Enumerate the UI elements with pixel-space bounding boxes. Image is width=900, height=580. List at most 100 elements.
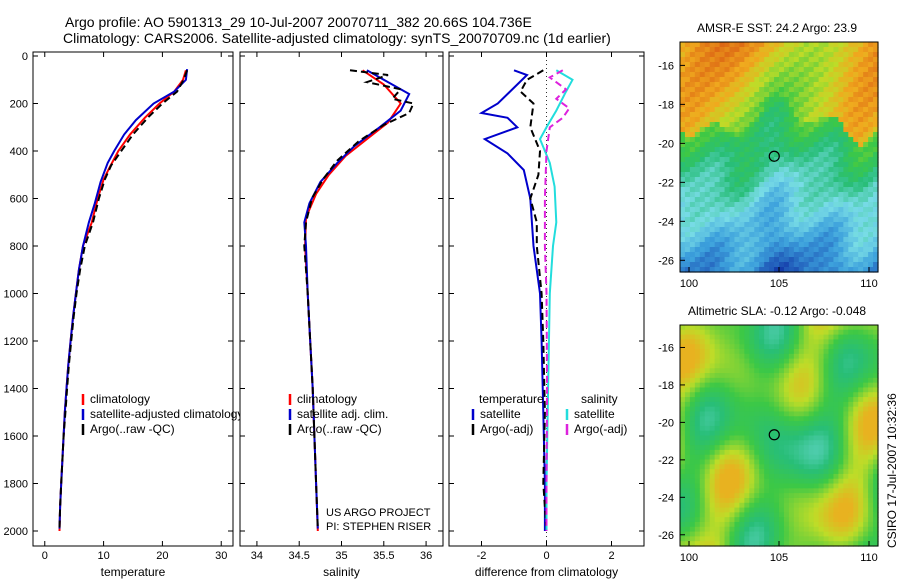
sst_map-cell bbox=[783, 202, 790, 208]
sst_map-cell bbox=[689, 212, 696, 218]
sst_map-cell bbox=[739, 152, 745, 158]
sst_map-cell bbox=[739, 202, 745, 208]
sst_map-cell bbox=[680, 132, 686, 138]
sst_map-cell bbox=[684, 172, 691, 178]
sst_map-cell bbox=[863, 147, 869, 153]
sst_map-cell bbox=[729, 257, 736, 263]
sst_map-cell bbox=[729, 77, 736, 83]
sla_map-cell bbox=[724, 449, 731, 456]
sla_map-cell bbox=[788, 397, 795, 403]
sla_map-cell bbox=[848, 497, 854, 504]
sla_map-cell bbox=[793, 521, 800, 528]
sst_map-cell bbox=[813, 217, 820, 223]
sla_map-cell bbox=[734, 541, 740, 547]
sla_map-cell bbox=[689, 411, 696, 417]
sst_map-cell bbox=[699, 52, 706, 58]
sst_map-cell bbox=[709, 187, 716, 193]
sla_map-cell bbox=[774, 512, 780, 518]
sst_map-cell bbox=[823, 217, 830, 223]
sst_map-cell bbox=[798, 182, 805, 188]
sst_map-cell bbox=[793, 77, 800, 83]
sla_map-cell bbox=[709, 334, 716, 341]
sla_map-cell bbox=[719, 392, 726, 398]
sla_map-cell bbox=[803, 411, 810, 417]
sla_map-cell bbox=[798, 521, 805, 528]
sst_map-cell bbox=[863, 197, 869, 203]
sst_map-cell bbox=[813, 57, 820, 63]
sla_map-cell bbox=[719, 382, 726, 389]
sla_map-cell bbox=[709, 421, 716, 427]
sla_map-cell bbox=[689, 435, 696, 441]
sst_map-cell bbox=[823, 77, 830, 83]
sst_map-cell bbox=[823, 117, 830, 123]
sla_map-cell bbox=[709, 353, 716, 360]
sst_map-cell bbox=[848, 212, 854, 218]
sla_map-cell bbox=[729, 363, 736, 369]
sla_map-cell bbox=[694, 411, 701, 417]
sst_map-cell bbox=[853, 212, 859, 218]
sst_map-cell bbox=[833, 42, 839, 48]
sst_map-cell bbox=[808, 87, 815, 93]
sla_map-cell bbox=[843, 353, 849, 360]
sst_map-cell bbox=[769, 112, 775, 118]
sla_map-cell bbox=[788, 521, 795, 528]
sla_map-cell bbox=[729, 512, 736, 518]
sla_map-cell bbox=[709, 368, 716, 374]
sla_map-cell bbox=[699, 512, 706, 518]
sst_map-cell bbox=[858, 237, 864, 243]
sst_map-cell bbox=[779, 232, 785, 238]
sla_map-cell bbox=[754, 349, 760, 355]
sla_map-cell bbox=[689, 440, 696, 446]
sla_map-cell bbox=[764, 329, 770, 336]
sla_map-cell bbox=[714, 536, 721, 542]
sla_map-cell bbox=[769, 339, 775, 345]
sst_map-cell bbox=[803, 172, 810, 178]
sst_map-cell bbox=[719, 42, 726, 48]
sla_map-cell bbox=[684, 430, 691, 437]
sla_map-cell bbox=[704, 502, 711, 509]
sst_map-cell bbox=[838, 207, 844, 213]
sst_map-cell bbox=[704, 237, 711, 243]
sst_map-cell bbox=[818, 247, 825, 253]
sla_map-cell bbox=[749, 401, 755, 408]
sla_map-cell bbox=[793, 334, 800, 341]
sst_map-cell bbox=[833, 197, 839, 203]
sst_map-cell bbox=[699, 247, 706, 253]
sst_map-cell bbox=[843, 77, 849, 83]
sla_map-cell bbox=[699, 373, 706, 379]
sla_map-cell bbox=[769, 459, 775, 465]
sst_map-cell bbox=[843, 92, 849, 98]
sla_map-cell bbox=[828, 325, 835, 331]
sla_map-cell bbox=[764, 421, 770, 427]
sst_map-cell bbox=[843, 257, 849, 263]
sla_map-cell bbox=[764, 464, 770, 470]
sla_map-cell bbox=[793, 536, 800, 542]
sla_map-cell bbox=[729, 440, 736, 446]
sla_map-cell bbox=[863, 435, 869, 441]
sla_map-cell bbox=[729, 541, 736, 547]
sla_map-cell bbox=[828, 353, 835, 360]
sst_map-cell bbox=[833, 252, 839, 258]
sla_map-cell bbox=[744, 421, 750, 427]
sst_map-ytick-label: -22 bbox=[658, 177, 674, 189]
sla_map-cell bbox=[868, 349, 874, 355]
sst_map-cell bbox=[863, 207, 869, 213]
sla_map-cell bbox=[813, 392, 820, 398]
sla_map-cell bbox=[689, 392, 696, 398]
sst_map-cell bbox=[774, 187, 780, 193]
sla_map-cell bbox=[699, 334, 706, 341]
sla_map-cell bbox=[779, 473, 785, 480]
sst_map-cell bbox=[749, 252, 755, 258]
sst_map-cell bbox=[779, 72, 785, 78]
sst_map-cell bbox=[788, 102, 795, 108]
sst_map-cell bbox=[803, 77, 810, 83]
sst_map-cell bbox=[823, 267, 830, 273]
sst_map-cell bbox=[783, 232, 790, 238]
sla_map-cell bbox=[699, 473, 706, 480]
sst_map-cell bbox=[694, 202, 701, 208]
sla_map-cell bbox=[803, 329, 810, 336]
sla_map-cell bbox=[813, 358, 820, 365]
sst_map-cell bbox=[689, 142, 696, 148]
sla_map-cell bbox=[684, 358, 691, 365]
sst_map-cell bbox=[858, 67, 864, 73]
